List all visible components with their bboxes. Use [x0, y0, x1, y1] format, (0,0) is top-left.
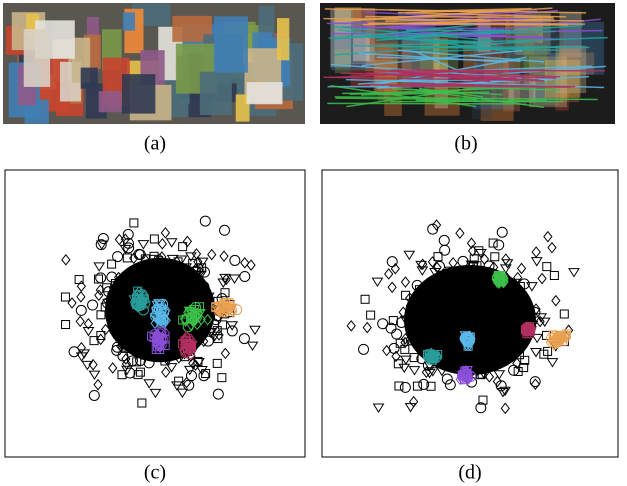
photo-patch [123, 12, 135, 30]
photo-patch [353, 35, 370, 61]
photo-a [3, 3, 305, 124]
photo-patch [99, 91, 122, 112]
caption: (b) [454, 133, 477, 155]
caption: (c) [144, 462, 166, 484]
photo-patch [277, 18, 289, 60]
photo-patch [214, 16, 248, 72]
photo-b [320, 3, 615, 124]
match-line [391, 70, 605, 71]
photo-patch [122, 74, 155, 113]
photo-patch [81, 68, 98, 89]
match-line [390, 46, 589, 47]
photo-patch [200, 72, 232, 115]
caption: (a) [144, 133, 166, 155]
figure: (a) (b) (c) (d) [0, 0, 627, 486]
photo-patch [24, 29, 50, 87]
photo-patch [247, 82, 283, 104]
caption: (d) [458, 462, 481, 484]
photo-content [6, 3, 304, 123]
